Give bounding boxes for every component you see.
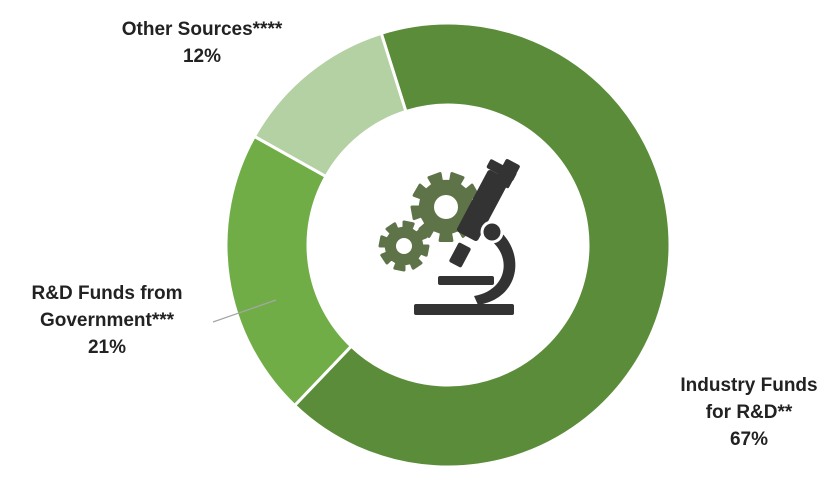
microscope-gears-icon [378,159,520,315]
industry-value: 67% [729,429,769,450]
microscope-icon [414,159,520,315]
industry-label-line1: Industry Funds [680,375,818,396]
donut-slices [224,21,672,469]
industry-label-line2: for R&D** [705,402,793,423]
slice-other-sources [252,31,408,179]
government-leader-line [212,299,277,323]
slice-industry-funds [292,21,672,469]
slice-label-industry: Industry Funds for R&D** 67% [664,372,834,453]
government-label-line2: Government*** [39,310,175,331]
slice-label-government: R&D Funds from Government*** 21% [2,280,212,361]
small-gear-icon [378,220,430,272]
government-value: 21% [87,337,127,358]
slice-government-funds [224,134,354,408]
other-sources-label: Other Sources**** [121,19,283,40]
slice-label-other-sources: Other Sources**** 12% [72,16,332,70]
gear-hole [434,195,458,219]
government-label-line1: R&D Funds from [31,283,183,304]
gear-hole [396,238,412,254]
other-sources-value: 12% [182,46,222,67]
